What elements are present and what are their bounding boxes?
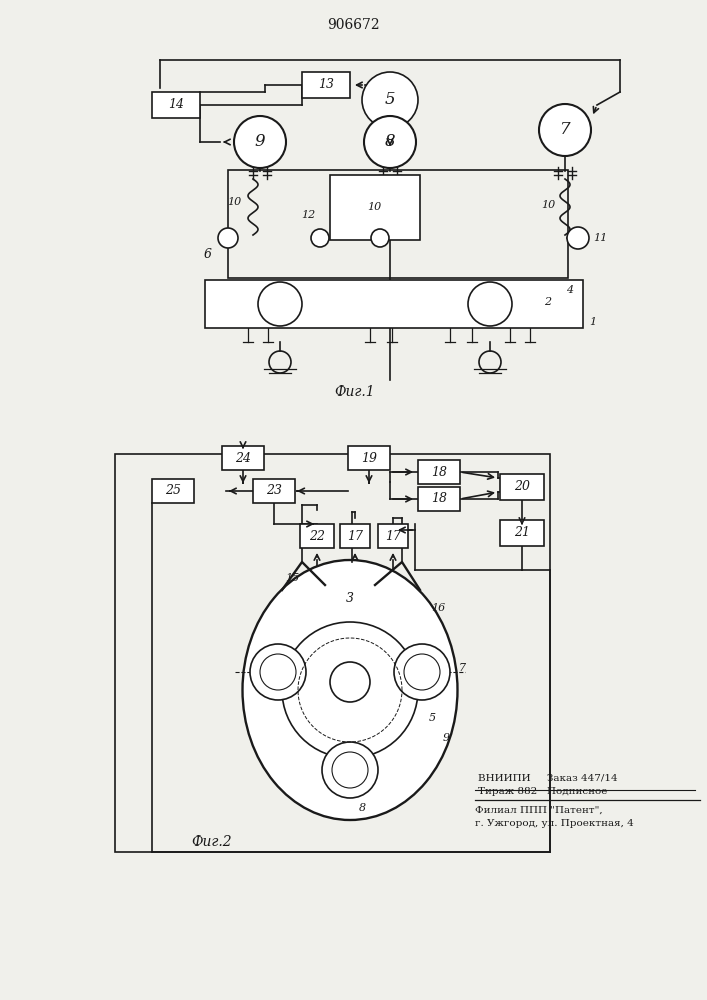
Bar (378, 524, 408, 548)
Bar (152, 92, 200, 118)
Text: 2: 2 (544, 297, 551, 307)
Bar (418, 460, 460, 484)
Text: Филиал ППП "Патент",: Филиал ППП "Патент", (475, 806, 602, 814)
Text: 7: 7 (560, 121, 571, 138)
Text: 11: 11 (593, 233, 607, 243)
Text: 18: 18 (431, 466, 447, 479)
Text: 12: 12 (301, 210, 315, 220)
Text: 17: 17 (347, 530, 363, 542)
Circle shape (468, 282, 512, 326)
Circle shape (322, 742, 378, 798)
Text: 10: 10 (227, 197, 241, 207)
Text: 23: 23 (266, 485, 282, 497)
Bar (500, 474, 544, 500)
Bar (152, 479, 194, 503)
Bar (340, 524, 370, 548)
Text: 24: 24 (235, 452, 251, 464)
Circle shape (364, 116, 416, 168)
Circle shape (362, 72, 418, 128)
Text: 1: 1 (590, 317, 597, 327)
Text: 5: 5 (385, 92, 395, 108)
Bar (253, 479, 295, 503)
Text: 10: 10 (541, 200, 555, 210)
Text: 3: 3 (346, 591, 354, 604)
Text: 16: 16 (431, 603, 445, 613)
Bar (330, 175, 420, 240)
Text: 7: 7 (458, 663, 466, 673)
Circle shape (234, 116, 286, 168)
Text: 9: 9 (255, 133, 265, 150)
Bar (348, 446, 390, 470)
Text: 17: 17 (385, 530, 401, 542)
Ellipse shape (243, 560, 457, 820)
Circle shape (371, 229, 389, 247)
Circle shape (311, 229, 329, 247)
Text: ВНИИПИ     Заказ 447/14: ВНИИПИ Заказ 447/14 (478, 774, 618, 782)
Text: 6: 6 (204, 248, 212, 261)
Text: Фиг.1: Фиг.1 (334, 385, 375, 399)
Bar (500, 520, 544, 546)
Bar (115, 454, 550, 852)
Text: 15: 15 (285, 573, 299, 583)
Circle shape (567, 227, 589, 249)
Circle shape (394, 644, 450, 700)
Text: 18: 18 (431, 492, 447, 506)
Text: 4: 4 (566, 285, 573, 295)
Circle shape (539, 104, 591, 156)
Bar (228, 170, 568, 278)
Text: 22: 22 (309, 530, 325, 542)
Text: 5: 5 (428, 713, 436, 723)
Circle shape (250, 644, 306, 700)
Text: 21: 21 (514, 526, 530, 540)
Circle shape (258, 282, 302, 326)
Bar (300, 524, 334, 548)
Text: Тираж 882   Подписное: Тираж 882 Подписное (478, 788, 607, 796)
Text: 10: 10 (367, 202, 381, 212)
Text: 906672: 906672 (327, 18, 380, 32)
Text: 19: 19 (361, 452, 377, 464)
Bar (302, 72, 350, 98)
Circle shape (218, 228, 238, 248)
Bar (205, 280, 583, 328)
Circle shape (282, 622, 418, 758)
Bar (418, 487, 460, 511)
Bar (222, 446, 264, 470)
Text: 8: 8 (358, 803, 366, 813)
Circle shape (330, 662, 370, 702)
Text: 25: 25 (165, 485, 181, 497)
Text: г. Ужгород, ул. Проектная, 4: г. Ужгород, ул. Проектная, 4 (475, 820, 633, 828)
Text: 9: 9 (443, 733, 450, 743)
Text: 20: 20 (514, 481, 530, 493)
Text: Фиг.2: Фиг.2 (192, 835, 233, 849)
Text: 8: 8 (385, 133, 395, 150)
Text: 14: 14 (168, 99, 184, 111)
Text: 13: 13 (318, 79, 334, 92)
